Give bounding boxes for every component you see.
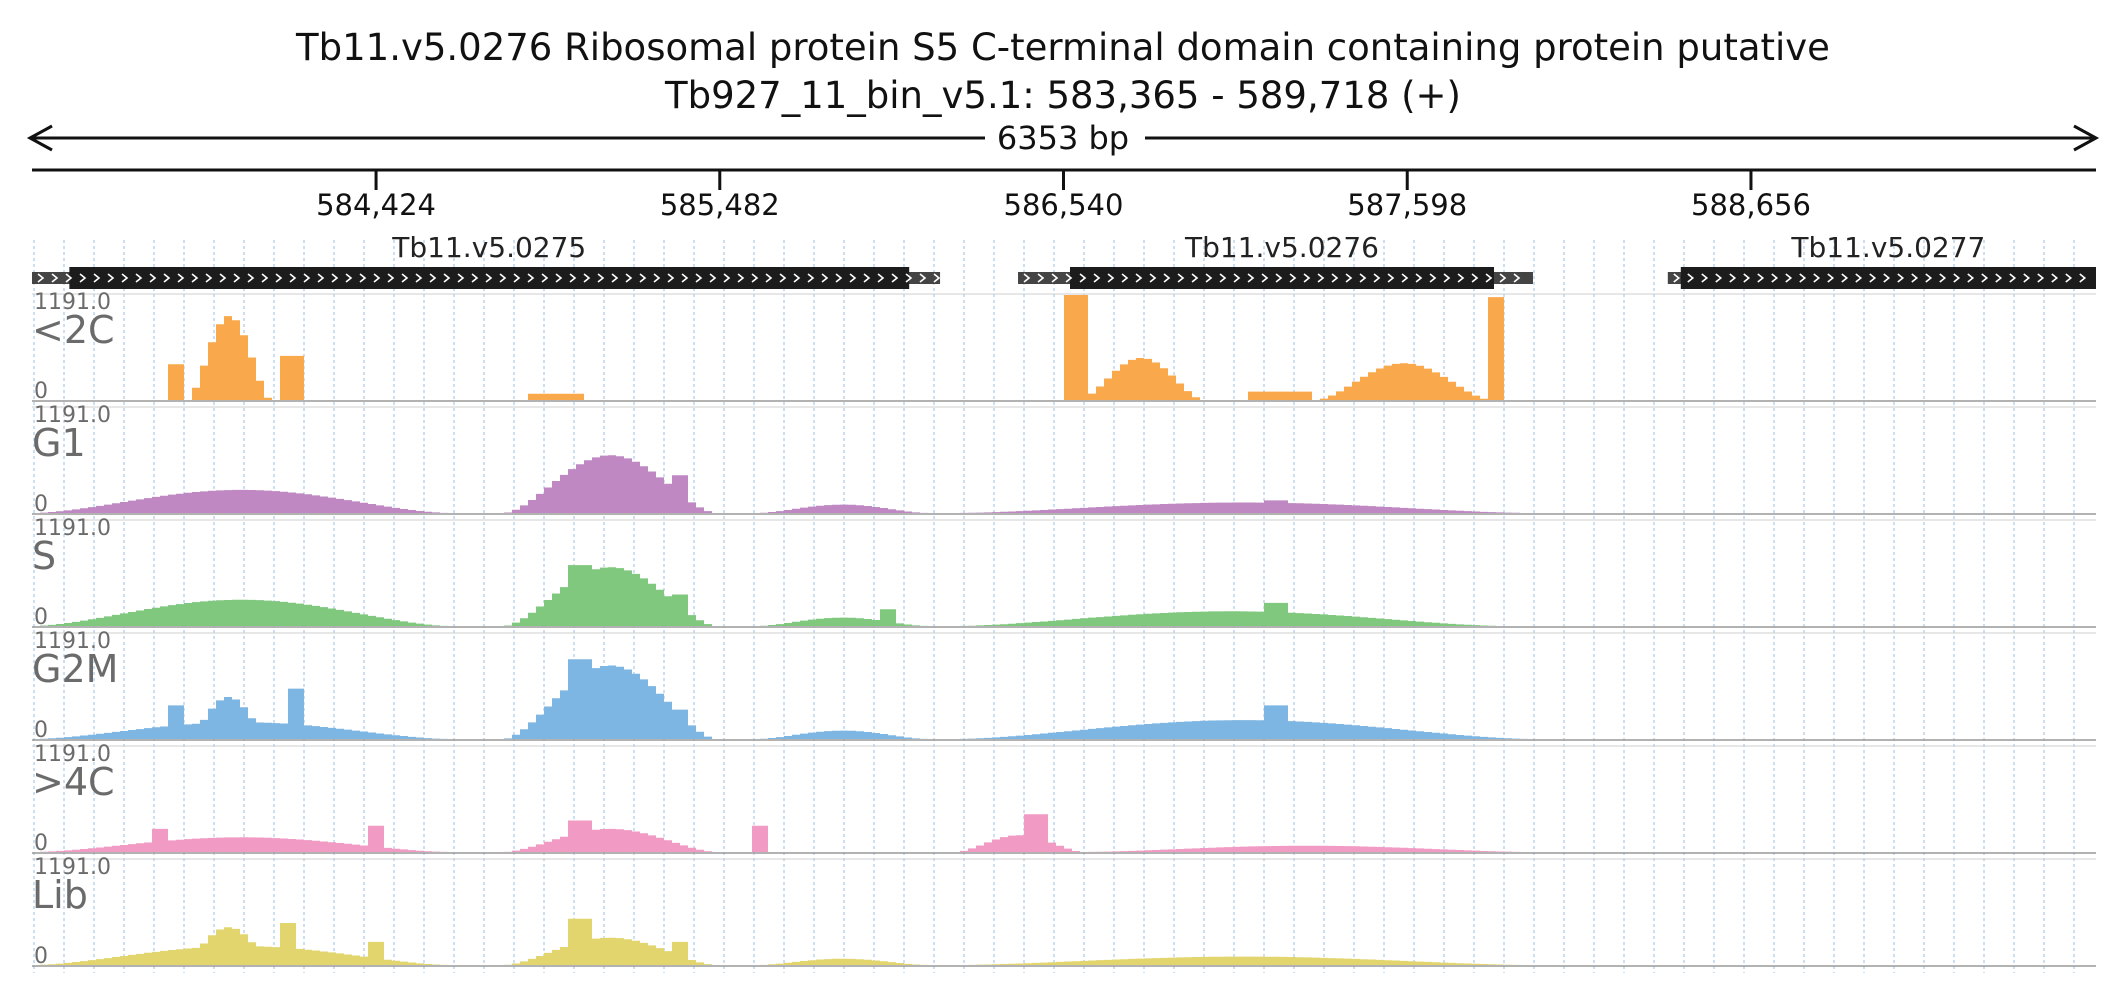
coverage-area [32, 455, 2096, 513]
span-length-label: 6353 bp [997, 119, 1129, 157]
strand-arrow-icon [1673, 273, 2087, 283]
coverage-area [32, 918, 2096, 965]
axis-tick-label: 585,482 [660, 188, 780, 222]
track-ymax-label: 1191.0 [34, 516, 111, 541]
span-arrow-right-icon [2073, 124, 2100, 152]
track-ymin-label: 0 [34, 944, 48, 969]
coverage-area [32, 659, 2096, 739]
axis-tick-label: 586,540 [1004, 188, 1124, 222]
track-ymax-label: 1191.0 [34, 403, 111, 428]
coverage-track: 1191.0G1 0 [32, 403, 2096, 517]
coverage-tracks: 1191.0<2C01191.0G101191.0S01191.0G2M0119… [32, 290, 2096, 969]
track-ymax-label: 1191.0 [34, 742, 111, 767]
strand-arrow-icon [37, 273, 941, 283]
strand-arrow-icon [1023, 273, 1521, 283]
track-ymax-label: 1191.0 [34, 290, 111, 315]
axis-tick-label: 588,656 [1691, 188, 1811, 222]
track-ymin-label: 0 [34, 831, 48, 856]
track-name: Lib [32, 873, 88, 917]
gene-cds [69, 267, 910, 289]
coverage-area [32, 295, 2096, 400]
gene-name: Tb11.v5.0277 [1790, 231, 1985, 264]
coverage-area [32, 565, 2096, 626]
span-ruler: 6353 bp [26, 119, 2100, 157]
track-ymax-label: 1191.0 [34, 855, 111, 880]
track-ymax-label: 1191.0 [34, 629, 111, 654]
gene-name: Tb11.v5.0276 [1184, 231, 1379, 264]
coverage-track: 1191.0>4C 0 [32, 742, 2096, 856]
gene-models: Tb11.v5.0275 Tb11.v5.0276 Tb11.v5.0277 [32, 231, 2096, 289]
gene-model: Tb11.v5.0277 [1667, 231, 2096, 289]
gridlines [33, 240, 2075, 973]
track-name: G1 [32, 421, 86, 465]
chart-subtitle: Tb927_11_bin_v5.1: 583,365 - 589,718 (+) [664, 74, 1461, 117]
track-ymin-label: 0 [34, 605, 48, 630]
coverage-track: 1191.0S 0 [32, 516, 2096, 630]
track-ymin-label: 0 [34, 379, 48, 404]
track-name: >4C [32, 760, 115, 804]
gene-name: Tb11.v5.0275 [391, 231, 586, 264]
axis-tick-label: 584,424 [316, 188, 436, 222]
coordinate-axis: 584,424 585,482 586,540 587,598 588,656 [32, 168, 2096, 222]
track-ymin-label: 0 [34, 492, 48, 517]
span-arrow-left-icon [26, 124, 53, 152]
coverage-area [32, 814, 2096, 852]
coverage-track: 1191.0<2C 0 [32, 290, 2096, 404]
gene-model: Tb11.v5.0276 [1018, 231, 1533, 289]
gene-model: Tb11.v5.0275 [32, 231, 941, 289]
chart-title: Tb11.v5.0276 Ribosomal protein S5 C-term… [295, 26, 1830, 69]
axis-tick-label: 587,598 [1347, 188, 1467, 222]
track-ymin-label: 0 [34, 718, 48, 743]
track-name: S [32, 534, 56, 578]
track-name: <2C [32, 308, 115, 352]
track-name: G2M [32, 647, 118, 691]
